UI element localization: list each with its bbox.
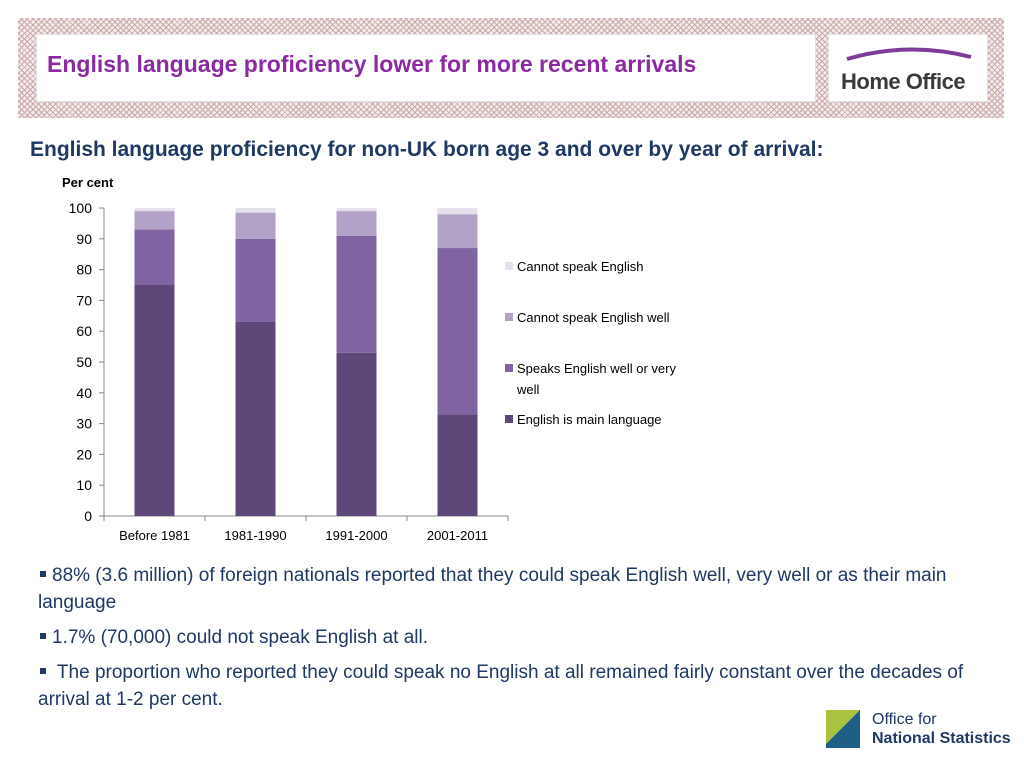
bullet-item: The proportion who reported they could s…	[38, 659, 978, 713]
title-panel: English language proficiency lower for m…	[36, 34, 816, 102]
y-axis-label: Per cent	[62, 175, 114, 190]
bar-segment	[336, 208, 377, 212]
chart-heading: English language proficiency for non-UK …	[30, 138, 824, 161]
ons-logo-line1: Office for	[872, 711, 937, 728]
y-tick-label: 30	[76, 416, 92, 432]
bar-segment	[437, 248, 478, 415]
y-tick-label: 90	[76, 231, 92, 247]
bar-segment	[134, 285, 175, 516]
bar-segment	[134, 208, 175, 212]
bar-segment	[134, 211, 175, 230]
bullet-text: 1.7% (70,000) could not speak English at…	[52, 627, 429, 648]
bar-segment	[437, 208, 478, 215]
home-office-logo-text: Home Office	[841, 69, 966, 94]
bullet-list: 88% (3.6 million) of foreign nationals r…	[38, 562, 978, 721]
bar-segment	[437, 414, 478, 516]
legend-label: Cannot speak English	[517, 259, 643, 274]
ons-logo: Office for National Statistics	[826, 708, 1016, 754]
ons-logo-mark-icon	[826, 710, 860, 748]
ons-logo-line2: National Statistics	[872, 730, 1011, 747]
y-tick-label: 50	[76, 354, 92, 370]
x-tick-label: 2001-2011	[427, 528, 488, 543]
legend-label: well	[516, 382, 540, 397]
y-tick-label: 60	[76, 323, 92, 339]
y-tick-label: 0	[84, 508, 92, 524]
y-tick-label: 80	[76, 262, 92, 278]
legend-swatch	[505, 415, 513, 423]
bar-segment	[235, 321, 276, 516]
x-tick-label: 1991-2000	[325, 528, 387, 543]
bullet-square-icon	[40, 570, 46, 577]
legend-label: English is main language	[517, 412, 662, 427]
x-tick-label: Before 1981	[119, 528, 190, 543]
bullet-text: The proportion who reported they could s…	[38, 662, 964, 710]
bullet-square-icon	[40, 667, 46, 674]
logo-arc-icon	[846, 47, 972, 61]
bullet-item: 1.7% (70,000) could not speak English at…	[38, 624, 978, 651]
y-tick-label: 100	[69, 200, 93, 216]
legend-label: Speaks English well or very	[517, 361, 676, 376]
legend-swatch	[505, 364, 513, 372]
bar-segment	[235, 238, 276, 322]
y-tick-label: 40	[76, 385, 92, 401]
legend-swatch	[505, 262, 513, 270]
bar-segment	[336, 235, 377, 353]
bar-segment	[437, 214, 478, 249]
bullet-item: 88% (3.6 million) of foreign nationals r…	[38, 562, 978, 616]
bar-segment	[235, 208, 276, 213]
y-tick-label: 70	[76, 292, 92, 308]
bar-segment	[336, 352, 377, 516]
bullet-text: 88% (3.6 million) of foreign nationals r…	[38, 565, 947, 613]
y-tick-label: 20	[76, 446, 92, 462]
y-tick-label: 10	[76, 477, 92, 493]
bar-segment	[336, 211, 377, 236]
slide-title: English language proficiency lower for m…	[47, 51, 697, 77]
home-office-logo: Home Office	[828, 34, 988, 102]
stacked-bar-chart: Per cent 0 10 20 30 40 50 60 70 80 90 100 Before 198…	[62, 175, 676, 543]
legend-label: Cannot speak English well	[517, 310, 670, 325]
legend-swatch	[505, 313, 513, 321]
x-tick-label: 1981-1990	[224, 528, 286, 543]
bar-segment	[235, 212, 276, 239]
bar-segment	[134, 229, 175, 285]
bullet-square-icon	[40, 632, 46, 639]
